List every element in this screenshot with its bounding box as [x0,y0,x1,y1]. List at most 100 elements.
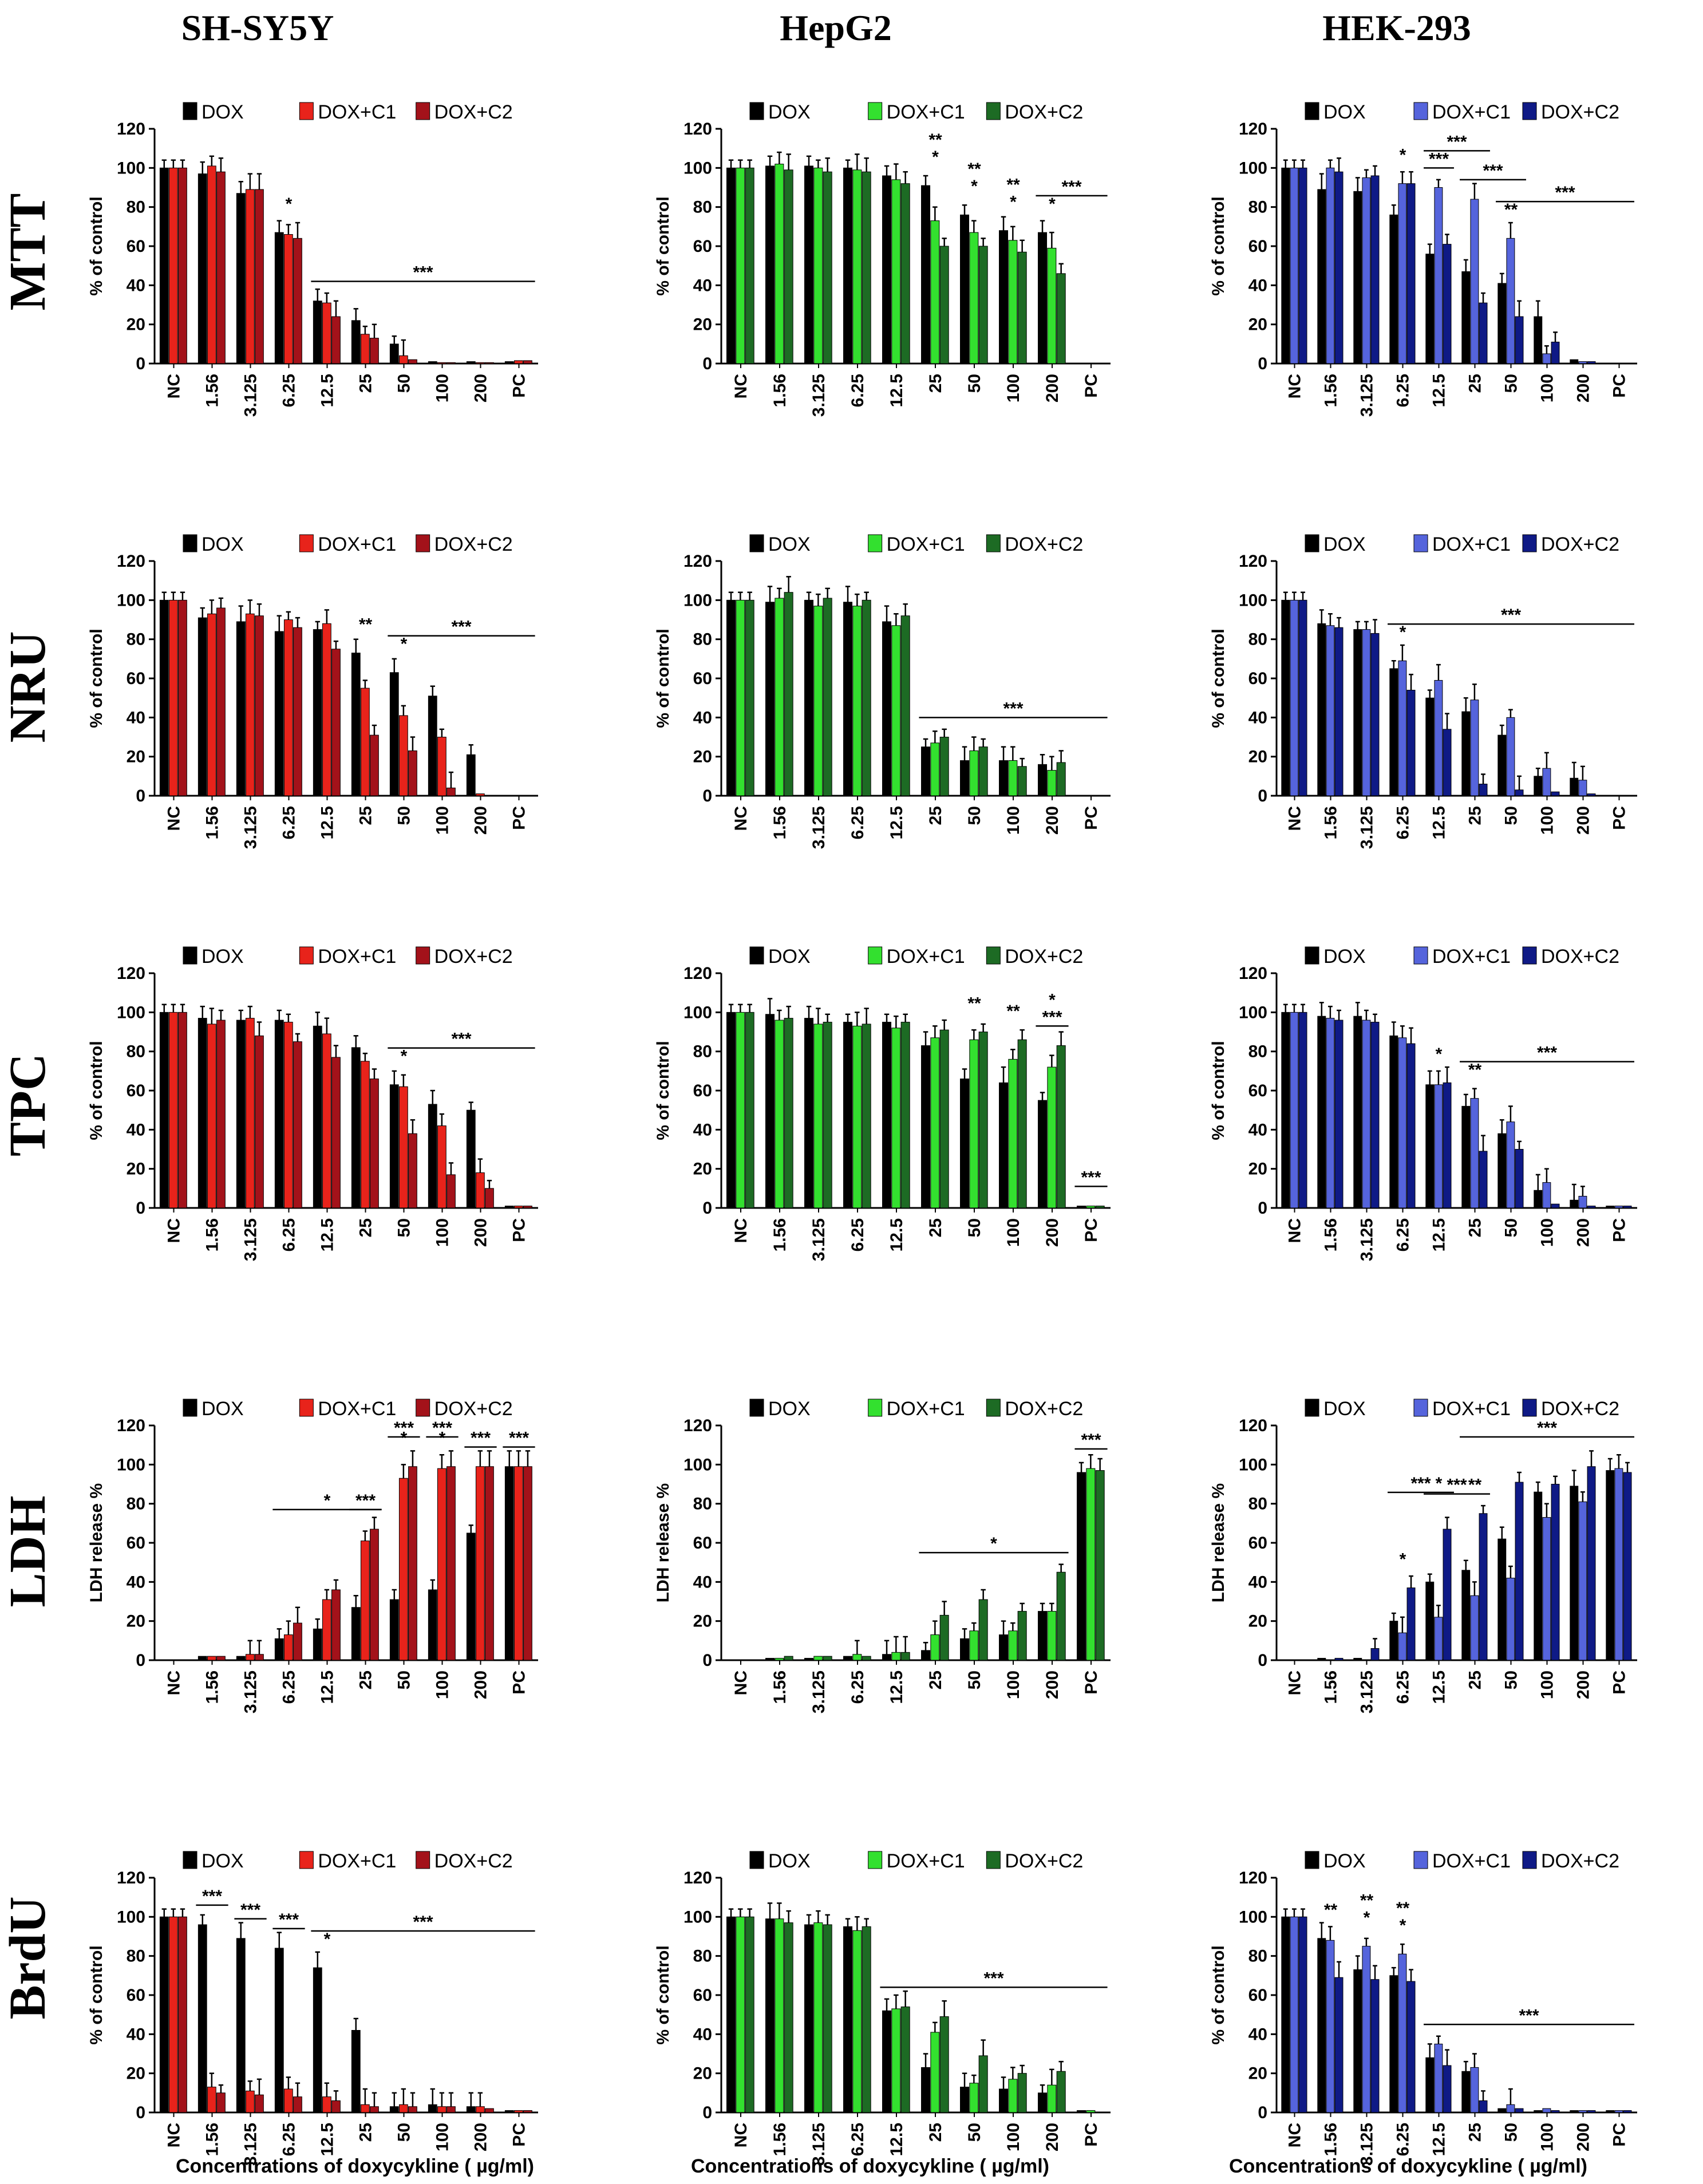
x-tick-label: 200 [1574,1218,1593,1247]
bar-dox-c2 [1443,729,1452,796]
legend-label-dox-c1: DOX+C1 [887,1398,965,1420]
legend-swatch-dox [183,102,197,120]
bar-dox [1461,2071,1471,2113]
x-tick-label: NC [165,2123,184,2147]
bar-dox-c2 [1017,1039,1027,1208]
bar-dox-c1 [775,1918,784,2113]
legend-swatch-dox-c2 [416,102,430,120]
x-tick-label: 1.56 [203,1218,222,1251]
x-tick-label: 50 [965,1218,984,1237]
bar-dox-c2 [978,246,988,364]
legend-swatch-dox-c2 [986,1851,1001,1869]
x-tick-label: NC [1286,806,1305,831]
y-axis-label: LDH release % [1209,1483,1228,1602]
x-tick-label: 100 [1538,1218,1557,1247]
x-tick-label: 100 [1538,2123,1557,2151]
legend-swatch-dox-c1 [299,102,314,120]
legend-label-dox: DOX [201,1398,244,1420]
significance-label: * [1400,1550,1406,1569]
bar-dox-c1 [1434,187,1443,364]
bar-dox-c2 [1370,1648,1380,1661]
x-tick-label: 1.56 [771,1670,789,1704]
bar-dox-c2 [447,787,456,796]
y-tick-label: 20 [127,315,145,334]
bar-dox-c2 [255,2094,264,2113]
significance-label: * [286,195,293,214]
significance-label: *** [509,1429,529,1448]
y-tick-label: 20 [127,2064,145,2083]
significance-label: * [990,1534,997,1553]
bar-dox-c2 [370,2106,379,2113]
bar-dox-c2 [370,338,379,364]
bar-dox-c2 [1334,171,1344,364]
x-tick-label: 200 [472,374,491,402]
y-tick-label: 0 [136,2103,145,2122]
bar-dox-c2 [447,1466,456,1661]
legend-swatch-dox [183,1851,197,1869]
bar-dox-c1 [437,2106,447,2113]
bar-dox-c1 [1086,1206,1096,1208]
y-tick-label: 20 [127,1160,145,1179]
y-tick-label: 40 [127,276,145,295]
legend-label-dox-c2: DOX+C2 [1005,946,1083,967]
x-tick-label: 50 [1502,1218,1521,1237]
legend-swatch-dox [749,946,764,965]
bar-dox [351,320,361,364]
bar-dox-c2 [1370,1021,1380,1208]
bar-dox-c1 [891,179,901,364]
bar-dox-c1 [398,2104,408,2113]
y-tick-label: 0 [136,787,145,805]
x-tick-label: 50 [395,374,414,393]
bar-dox [999,760,1009,796]
bar-dox-c2 [1587,793,1596,796]
y-tick-label: 100 [117,159,145,177]
bar-dox [313,1025,322,1208]
x-tick-label: 6.25 [280,2123,299,2156]
x-tick-label: 100 [1538,374,1557,402]
x-tick-label: 200 [472,806,491,835]
y-axis-label: % of control [87,1945,106,2044]
bar-dox [843,1926,853,2113]
bar-dox [274,1638,284,1661]
significance-label: * [1049,195,1056,214]
bar-dox [1353,191,1362,364]
x-tick-label: 200 [472,1218,491,1247]
x-tick-label: 100 [1004,806,1023,835]
bar-dox-c2 [1623,2110,1632,2113]
legend-swatch-dox-c1 [868,534,883,552]
y-tick-label: 20 [693,1160,712,1179]
x-tick-label: 25 [357,1218,376,1237]
bar-dox-c2 [900,1652,910,1661]
bar-dox-c2 [408,1466,417,1661]
bar-dox [1038,2092,1048,2113]
bar-dox-c1 [1470,700,1479,796]
bar-dox-c2 [823,171,832,364]
y-tick-label: 120 [683,552,712,571]
legend-label-dox: DOX [768,101,811,123]
y-axis-label: LDH release % [87,1483,106,1602]
x-tick-label: 1.56 [771,374,789,407]
bar-dox [1425,697,1435,796]
x-axis-title-hepg2: Concentrations of doxycykline ( µg/ml) [691,2155,1049,2177]
bar-dox [921,747,931,796]
y-tick-label: 60 [1248,1081,1267,1100]
bar-dox [466,754,476,796]
bar-dox-c2 [1334,1977,1344,2113]
bar-dox [504,1466,514,1661]
bar-dox-c2 [862,1656,871,1661]
y-tick-label: 20 [693,1612,712,1631]
bar-dox-c1 [813,606,823,796]
y-tick-label: 120 [117,552,145,571]
legend-label-dox-c1: DOX+C1 [887,946,965,967]
bar-dox-c2 [1406,1043,1416,1208]
y-tick-label: 60 [127,1081,145,1100]
x-tick-label: 50 [395,1670,414,1689]
x-tick-label: 6.25 [1394,1218,1413,1251]
bar-dox-c2 [1017,251,1027,364]
bar-dox [1497,734,1507,796]
bar-dox-c2 [1298,599,1307,796]
bar-dox-c1 [245,2090,255,2113]
bar-dox-c1 [969,750,979,796]
y-tick-label: 20 [1248,748,1267,767]
bar-dox [1077,1472,1086,1661]
